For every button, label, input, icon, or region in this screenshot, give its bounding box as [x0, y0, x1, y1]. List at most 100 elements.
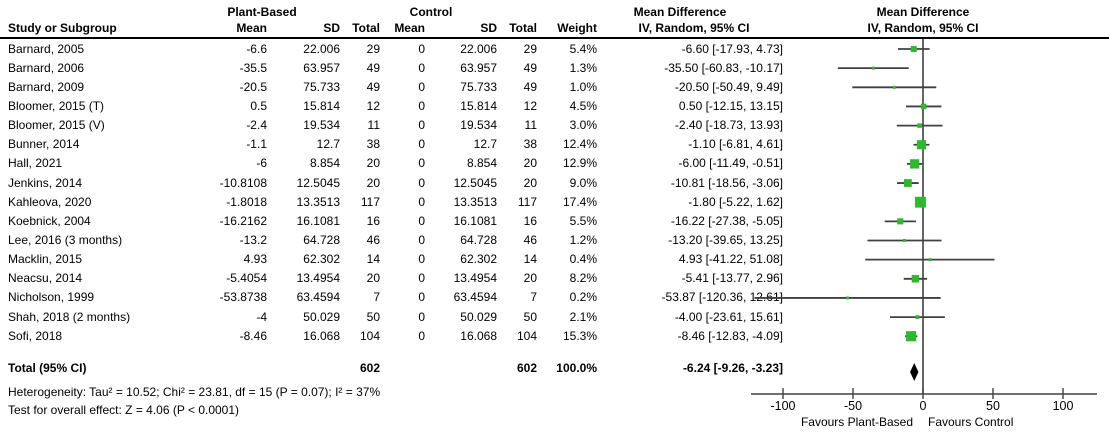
plant-mean: 4.93 [243, 252, 267, 267]
study-md-ci: -4.00 [-23.61, 15.61] [674, 309, 783, 324]
study-label: Sofi, 2018 [8, 328, 63, 343]
plant-sd: 13.3513 [296, 194, 340, 209]
plant-sd: 19.534 [303, 118, 340, 133]
control-sd: 19.534 [460, 118, 497, 133]
study-row: Bunner, 2014 -1.1 12.7 38 0 12.7 38 12.4… [0, 135, 1109, 154]
control-mean: 0 [418, 175, 425, 190]
control-total: 20 [523, 175, 537, 190]
plant-mean: -6 [256, 156, 267, 171]
control-sd: 8.854 [466, 156, 497, 171]
effect-marker [928, 258, 932, 262]
control-sd: 12.5045 [453, 175, 497, 190]
effect-marker [897, 218, 904, 225]
control-total: 11 [524, 118, 537, 133]
control-sd: 12.7 [473, 137, 497, 152]
control-total: 7 [530, 290, 537, 305]
plant-total: 20 [366, 271, 380, 286]
study-row: Barnard, 2009 -20.5 75.733 49 0 75.733 4… [0, 78, 1109, 97]
plant-total: 20 [366, 156, 380, 171]
study-weight: 1.2% [569, 233, 597, 247]
plant-sd: 75.733 [303, 79, 340, 94]
study-row: Lee, 2016 (3 months) -13.2 64.728 46 0 6… [0, 231, 1109, 250]
study-md-ci: -6.60 [-17.93, 4.73] [681, 41, 783, 56]
control-mean: 0 [418, 252, 425, 267]
plant-sd: 16.1081 [296, 213, 340, 228]
study-md-ci: -35.50 [-60.83, -10.17] [664, 60, 783, 75]
control-sd: 13.4954 [453, 271, 497, 286]
study-md-ci: -2.40 [-18.73, 13.93] [674, 118, 783, 133]
plant-mean: -8.46 [239, 328, 267, 343]
effect-marker [892, 85, 896, 89]
plant-sd: 12.5045 [296, 175, 340, 190]
column-header-plant-total: Total [352, 21, 380, 35]
heterogeneity-text: Heterogeneity: Tau² = 10.52; Chi² = 23.8… [8, 385, 381, 399]
plant-sd: 13.4954 [296, 271, 340, 286]
column-header-ci-text: IV, Random, 95% CI [638, 21, 750, 35]
axis-tick-label: 100 [1052, 399, 1074, 413]
control-total: 49 [523, 60, 537, 75]
study-row: Koebnick, 2004 -16.2162 16.1081 16 0 16.… [0, 212, 1109, 231]
study-weight: 9.0% [569, 175, 597, 190]
plant-total: 20 [366, 175, 380, 190]
effect-marker [915, 315, 920, 319]
control-sd: 15.814 [460, 98, 497, 113]
axis-tick-label: -100 [770, 399, 796, 413]
study-weight: 15.3% [562, 328, 597, 343]
control-total: 14 [523, 252, 537, 267]
column-header-plant-mean: Mean [236, 21, 267, 35]
effect-marker [917, 123, 922, 128]
study-md-ci: -13.20 [-39.65, 13.25] [668, 233, 783, 247]
control-sd: 63.957 [460, 60, 497, 75]
plant-total: 14 [366, 252, 380, 267]
control-sd: 63.4594 [453, 290, 497, 305]
group-header-mean-difference-plot: Mean Difference [876, 5, 970, 19]
effect-marker [846, 296, 850, 300]
group-header-control: Control [409, 5, 453, 19]
plant-sd: 63.4594 [296, 290, 340, 305]
column-header-control-mean: Mean [394, 21, 425, 35]
control-mean: 0 [418, 328, 425, 343]
study-label: Jenkins, 2014 [8, 175, 83, 190]
effect-marker [909, 159, 920, 169]
study-row: Bloomer, 2015 (V) -2.4 19.534 11 0 19.53… [0, 116, 1109, 135]
study-md-ci: -1.80 [-5.22, 1.62] [688, 194, 783, 209]
effect-marker [903, 239, 907, 242]
study-label: Shah, 2018 (2 months) [8, 309, 131, 324]
study-weight: 4.5% [569, 98, 597, 113]
control-mean: 0 [418, 233, 425, 247]
plant-mean: -13.2 [239, 233, 267, 247]
plant-total: 49 [366, 60, 380, 75]
study-row: Sofi, 2018 -8.46 16.068 104 0 16.068 104… [0, 327, 1109, 346]
control-sd: 50.029 [460, 309, 497, 324]
control-sd: 75.733 [460, 79, 497, 94]
study-md-ci: -20.50 [-50.49, 9.49] [674, 79, 783, 94]
control-sd: 16.068 [460, 328, 497, 343]
plant-sd: 22.006 [303, 41, 340, 56]
control-mean: 0 [418, 137, 425, 152]
plant-total: 46 [366, 233, 380, 247]
study-label: Barnard, 2005 [8, 41, 85, 56]
control-mean: 0 [418, 79, 425, 94]
plant-total: 16 [366, 213, 380, 228]
control-total: 46 [523, 233, 537, 247]
study-label: Nicholson, 1999 [8, 290, 95, 305]
control-mean: 0 [418, 156, 425, 171]
effect-marker [920, 103, 927, 110]
plant-total: 11 [367, 118, 380, 133]
study-row: Barnard, 2005 -6.6 22.006 29 0 22.006 29… [0, 40, 1109, 59]
plant-total: 38 [366, 137, 380, 152]
plant-sd: 16.068 [303, 328, 340, 343]
control-sd: 13.3513 [453, 194, 497, 209]
study-weight: 5.4% [569, 41, 597, 56]
study-weight: 5.5% [569, 213, 597, 228]
plant-total: 12 [366, 98, 380, 113]
effect-marker [906, 331, 917, 342]
control-total: 20 [523, 156, 537, 171]
study-row: Macklin, 2015 4.93 62.302 14 0 62.302 14… [0, 250, 1109, 269]
study-row: Shah, 2018 (2 months) -4 50.029 50 0 50.… [0, 308, 1109, 327]
plant-mean: -5.4054 [226, 271, 267, 286]
study-weight: 1.3% [569, 60, 597, 75]
plant-total: 7 [373, 290, 380, 305]
effect-marker [916, 140, 927, 150]
